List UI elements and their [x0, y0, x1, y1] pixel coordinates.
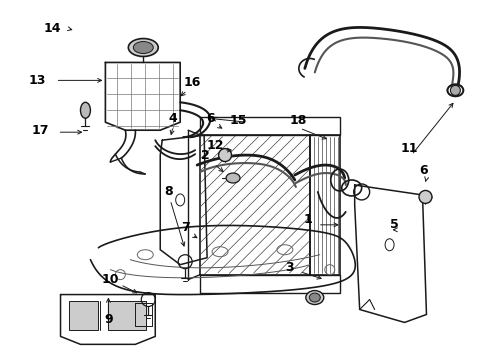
Text: 7: 7 [181, 221, 189, 234]
Bar [200, 275, 339, 293]
Text: 12: 12 [206, 139, 224, 152]
Ellipse shape [418, 190, 431, 203]
Text: 10: 10 [102, 273, 119, 286]
Text: 17: 17 [32, 124, 49, 137]
Text: 2: 2 [201, 149, 209, 162]
Bar [309, 135, 339, 275]
Text: 14: 14 [44, 22, 61, 35]
Text: 11: 11 [400, 141, 417, 155]
Bar [200, 135, 309, 275]
Ellipse shape [133, 41, 153, 54]
Ellipse shape [81, 102, 90, 118]
Bar [108, 301, 146, 330]
Ellipse shape [309, 293, 320, 302]
Text: 8: 8 [163, 185, 172, 198]
Text: 16: 16 [183, 76, 201, 89]
Text: 1: 1 [303, 213, 311, 226]
Text: 15: 15 [229, 114, 246, 127]
Ellipse shape [128, 39, 158, 57]
Bar [200, 117, 339, 135]
Text: 9: 9 [104, 313, 112, 326]
Text: 13: 13 [29, 74, 46, 87]
Bar [68, 301, 98, 330]
Ellipse shape [449, 85, 459, 95]
Text: 6: 6 [205, 112, 214, 125]
Text: 3: 3 [285, 261, 294, 274]
Text: 6: 6 [418, 163, 427, 176]
Ellipse shape [225, 173, 240, 183]
Ellipse shape [218, 149, 231, 162]
Ellipse shape [305, 291, 323, 305]
Text: 18: 18 [288, 114, 306, 127]
Text: 5: 5 [389, 218, 398, 231]
Text: 4: 4 [168, 112, 177, 125]
